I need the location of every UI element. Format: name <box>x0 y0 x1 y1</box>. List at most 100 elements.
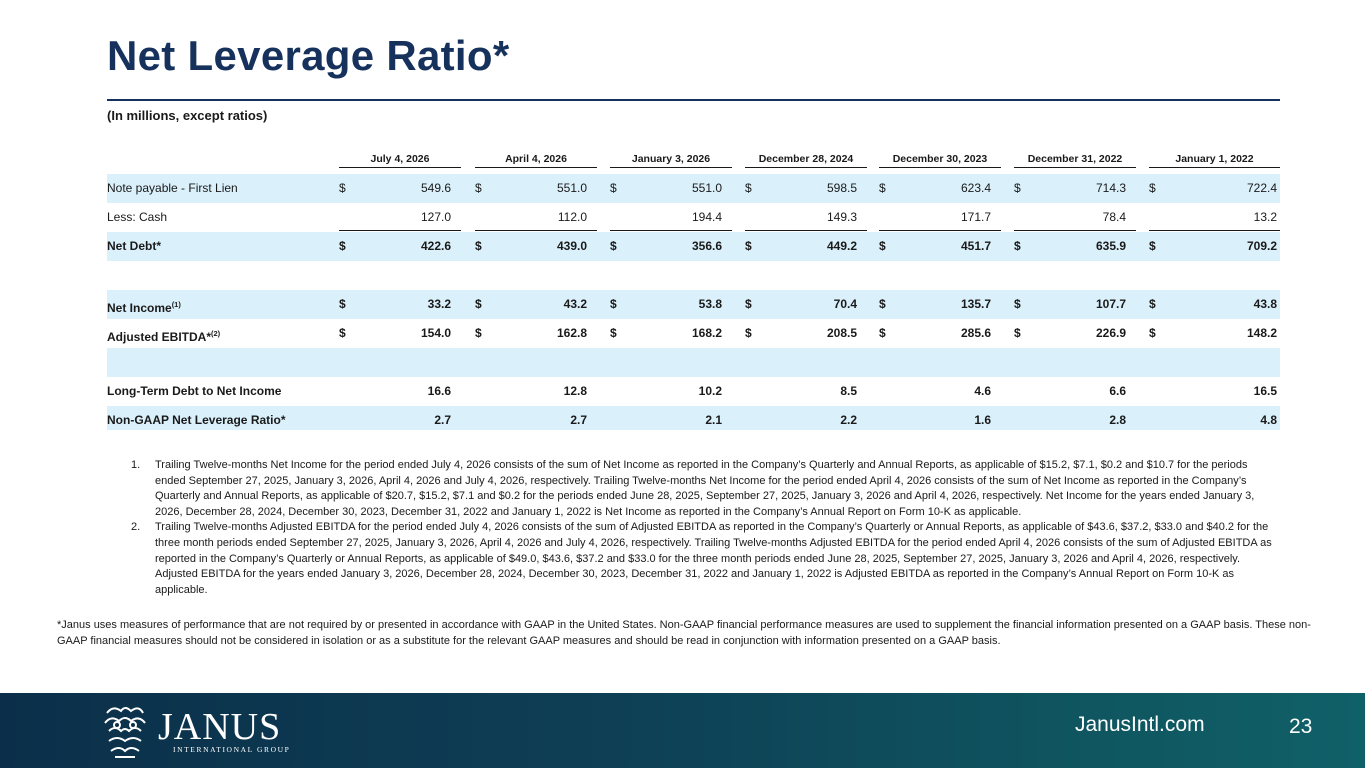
table-cell-value: 208.5 <box>826 326 857 340</box>
currency-symbol: $ <box>1149 326 1156 340</box>
row-less-cash: Less: Cash 127.0 112.0 194.4 149.3 171.7 78.4 1… <box>107 203 1280 232</box>
non-gaap-disclaimer: *Janus uses measures of performance that… <box>57 619 1311 647</box>
table-header: July 4, 2026 April 4, 2026 January 3, 2026… <box>107 150 1280 168</box>
footnote-marker: (1) <box>171 300 181 309</box>
currency-symbol: $ <box>339 181 346 195</box>
footer-bar: JANUS INTERNATIONAL GROUP JanusIntl.com … <box>0 693 1365 768</box>
currency-symbol: $ <box>339 239 346 253</box>
leverage-table: July 4, 2026 April 4, 2026 January 3, 2026… <box>107 150 1280 430</box>
table-cell-value: 451.7 <box>960 239 991 253</box>
row-label: Less: Cash <box>107 210 168 224</box>
table-cell-value: 13.2 <box>1253 210 1277 224</box>
subtotal-rule <box>1149 230 1280 231</box>
row-label: Net Debt* <box>107 239 162 253</box>
table-cell-value: 2.7 <box>570 413 587 427</box>
spacer-row <box>107 261 1280 290</box>
table-cell-value: 127.0 <box>420 210 451 224</box>
currency-symbol: $ <box>339 326 346 340</box>
table-cell-value: 112.0 <box>557 210 587 224</box>
table-cell-value: 2.7 <box>434 413 451 427</box>
row-label: Note payable - First Lien <box>107 181 238 195</box>
janus-logo-icon <box>104 707 146 758</box>
row-note-payable: Note payable - First Lien $549.6 $551.0 $55… <box>107 174 1280 203</box>
row-net-debt: Net Debt* $422.6 $439.0 $356.6 $449.2 $451.7 $… <box>107 232 1280 261</box>
row-label: Non-GAAP Net Leverage Ratio* <box>107 413 286 427</box>
currency-symbol: $ <box>475 181 482 195</box>
currency-symbol: $ <box>475 239 482 253</box>
row-label: Long-Term Debt to Net Income <box>107 384 282 398</box>
currency-symbol: $ <box>745 297 752 311</box>
table-cell-value: 226.9 <box>1095 326 1126 340</box>
table-cell-value: 168.2 <box>691 326 722 340</box>
table-cell-value: 285.6 <box>960 326 991 340</box>
currency-symbol: $ <box>610 239 617 253</box>
table-cell-value: 4.6 <box>974 384 991 398</box>
subtotal-rule <box>879 230 1001 231</box>
currency-symbol: $ <box>745 326 752 340</box>
subtotal-rule <box>745 230 867 231</box>
currency-symbol: $ <box>610 181 617 195</box>
table-cell-value: 439.0 <box>556 239 587 253</box>
column-header: July 4, 2026 <box>339 150 461 168</box>
column-header: December 30, 2023 <box>879 150 1001 168</box>
currency-symbol: $ <box>1014 239 1021 253</box>
footnote-number: 2. <box>131 521 141 534</box>
column-header: December 31, 2022 <box>1014 150 1136 168</box>
footnote-text: Trailing Twelve-months Adjusted EBITDA f… <box>155 521 1272 596</box>
table-cell-value: 2.2 <box>840 413 857 427</box>
row-adjusted-ebitda: Adjusted EBITDA*(2) $154.0 $162.8 $168.2 $20… <box>107 319 1280 348</box>
currency-symbol: $ <box>1014 326 1021 340</box>
table-cell-value: 635.9 <box>1095 239 1126 253</box>
currency-symbol: $ <box>475 297 482 311</box>
website-link[interactable]: JanusIntl.com <box>1075 713 1205 736</box>
column-header: April 4, 2026 <box>475 150 597 168</box>
row-net-income: Net Income(1) $33.2 $43.2 $53.8 $70.4 $135.7 $… <box>107 290 1280 319</box>
currency-symbol: $ <box>879 297 886 311</box>
footnote-number: 1. <box>131 459 141 471</box>
currency-symbol: $ <box>1014 297 1021 311</box>
subtotal-rule <box>1014 230 1136 231</box>
currency-symbol: $ <box>1149 239 1156 253</box>
table-cell-value: 154.0 <box>420 326 451 340</box>
currency-symbol: $ <box>745 239 752 253</box>
row-ltd-net-income: Long-Term Debt to Net Income 16.6 12.8 10.2… <box>107 377 1280 406</box>
subtotal-rule <box>610 230 732 231</box>
title-divider <box>107 99 1280 101</box>
column-header: December 28, 2024 <box>745 150 867 168</box>
row-label: Adjusted EBITDA*(2) <box>107 329 221 344</box>
table-cell-value: 6.6 <box>1109 384 1126 398</box>
currency-symbol: $ <box>610 297 617 311</box>
subtotal-rule <box>339 230 461 231</box>
table-cell-value: 623.4 <box>960 181 991 195</box>
table-cell-value: 549.6 <box>420 181 451 195</box>
table-cell-value: 8.5 <box>840 384 857 398</box>
currency-symbol: $ <box>610 326 617 340</box>
table-cell-value: 551.0 <box>556 181 587 195</box>
table-cell-value: 4.8 <box>1260 413 1277 427</box>
table-cell-value: 2.1 <box>705 413 722 427</box>
table-cell-value: 107.7 <box>1095 297 1126 311</box>
footnote-marker: (2) <box>211 329 221 338</box>
logo-subtitle: INTERNATIONAL GROUP <box>173 745 291 754</box>
table-cell-value: 78.4 <box>1102 210 1126 224</box>
page-number: 23 <box>1289 715 1313 738</box>
table-cell-value: 16.5 <box>1253 384 1277 398</box>
row-label: Net Income(1) <box>107 300 181 315</box>
table-cell-value: 551.0 <box>691 181 722 195</box>
table-cell-value: 43.2 <box>563 297 587 311</box>
table-cell-value: 43.8 <box>1253 297 1277 311</box>
table-cell-value: 709.2 <box>1246 239 1277 253</box>
footnotes: 1. Trailing Twelve-months Net Income for… <box>131 458 1281 598</box>
table-cell-value: 162.8 <box>556 326 587 340</box>
page-title: Net Leverage Ratio* <box>107 32 510 79</box>
table-cell-value: 722.4 <box>1246 181 1277 195</box>
column-header: January 1, 2022 <box>1149 150 1280 168</box>
footnote-1: 1. Trailing Twelve-months Net Income for… <box>131 458 1281 520</box>
logo-wordmark: JANUS <box>158 706 282 748</box>
table-cell-value: 194.4 <box>691 210 722 224</box>
table-cell-value: 714.3 <box>1095 181 1126 195</box>
row-net-leverage-ratio: Non-GAAP Net Leverage Ratio* 2.7 2.7 2.1 2.2… <box>107 406 1280 430</box>
currency-symbol: $ <box>475 326 482 340</box>
column-header: January 3, 2026 <box>610 150 732 168</box>
currency-symbol: $ <box>339 297 346 311</box>
